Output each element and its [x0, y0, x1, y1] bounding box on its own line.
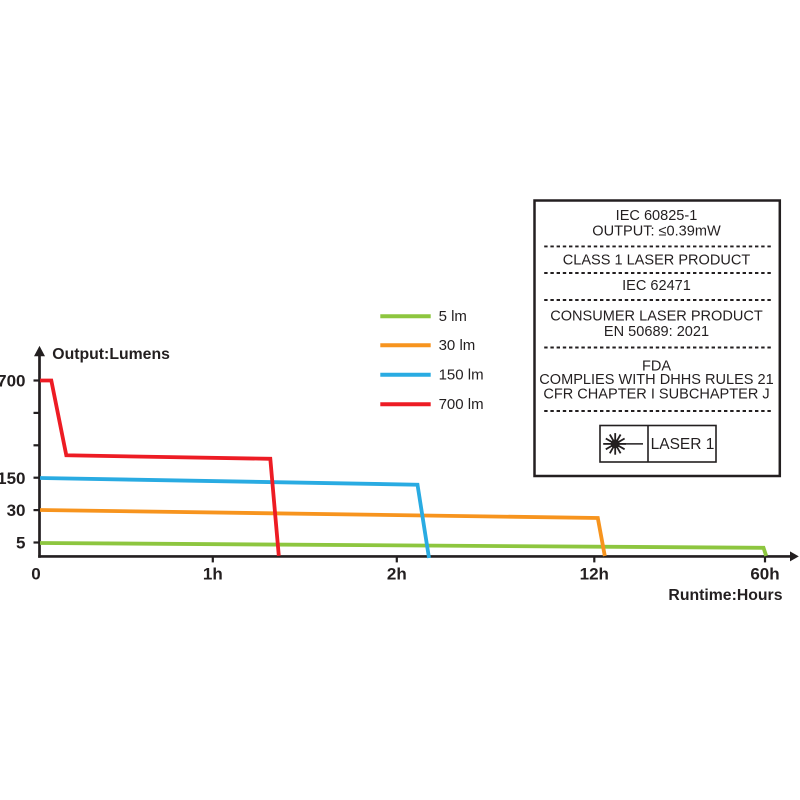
- svg-text:1h: 1h: [203, 565, 223, 584]
- svg-text:FDA: FDA: [642, 358, 671, 374]
- svg-text:5: 5: [16, 534, 25, 553]
- svg-text:700: 700: [0, 372, 26, 391]
- svg-text:700 lm: 700 lm: [439, 396, 484, 413]
- svg-text:60h: 60h: [750, 565, 779, 584]
- svg-text:CLASS 1 LASER PRODUCT: CLASS 1 LASER PRODUCT: [563, 252, 751, 268]
- svg-text:30: 30: [7, 501, 26, 520]
- svg-text:IEC 62471: IEC 62471: [622, 278, 691, 294]
- svg-text:CONSUMER LASER PRODUCT: CONSUMER LASER PRODUCT: [550, 308, 763, 324]
- svg-text:CFR CHAPTER I SUBCHAPTER J: CFR CHAPTER I SUBCHAPTER J: [543, 386, 769, 402]
- svg-text:IEC 60825-1: IEC 60825-1: [616, 208, 698, 224]
- svg-text:COMPLIES WITH DHHS RULES 21: COMPLIES WITH DHHS RULES 21: [539, 372, 773, 388]
- svg-text:5 lm: 5 lm: [439, 308, 467, 325]
- svg-text:150: 150: [0, 469, 26, 488]
- svg-text:12h: 12h: [580, 565, 609, 584]
- svg-text:0: 0: [31, 565, 40, 584]
- svg-text:OUTPUT: ≤0.39mW: OUTPUT: ≤0.39mW: [592, 224, 721, 240]
- svg-text:EN 50689: 2021: EN 50689: 2021: [604, 324, 709, 340]
- svg-text:Output:Lumens: Output:Lumens: [52, 346, 170, 363]
- svg-text:LASER 1: LASER 1: [651, 436, 715, 453]
- svg-text:150 lm: 150 lm: [439, 367, 484, 384]
- svg-text:Runtime:Hours: Runtime:Hours: [668, 587, 782, 604]
- svg-text:30 lm: 30 lm: [439, 337, 476, 354]
- svg-text:2h: 2h: [387, 565, 407, 584]
